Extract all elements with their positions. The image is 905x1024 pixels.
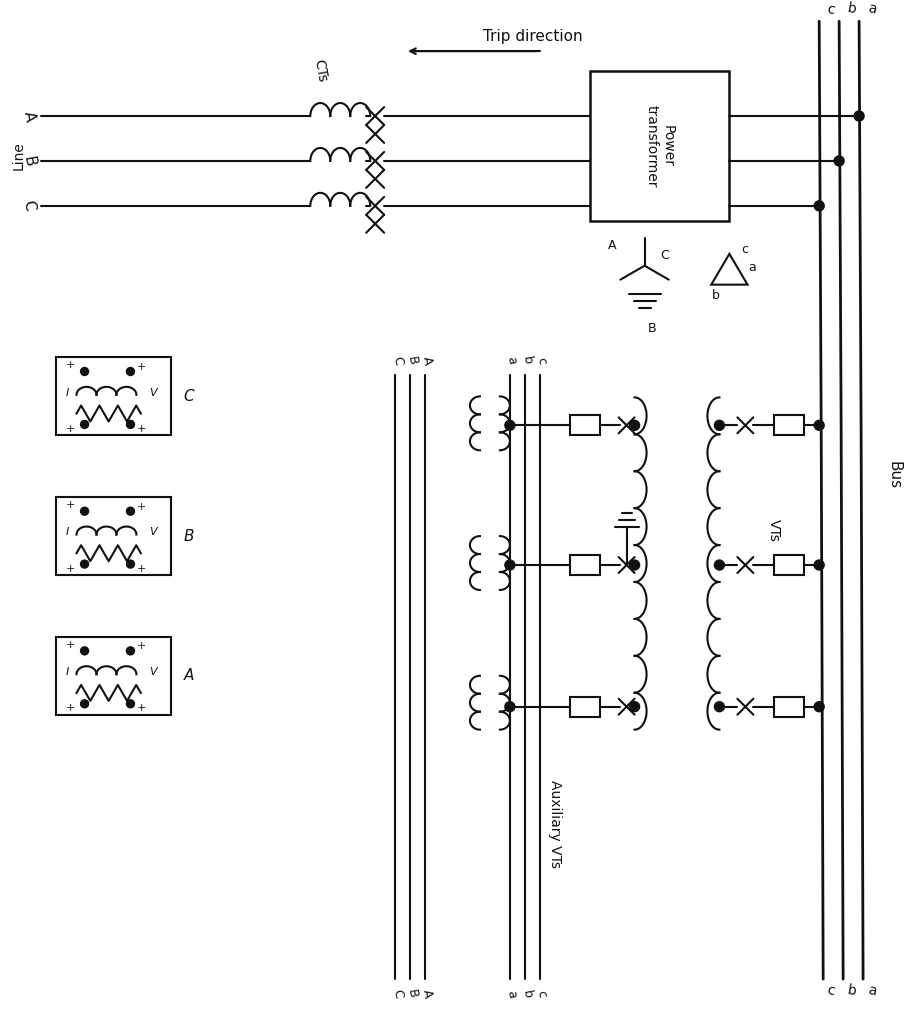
Circle shape xyxy=(81,368,89,376)
Circle shape xyxy=(834,156,844,166)
Text: A: A xyxy=(21,110,37,123)
Text: C: C xyxy=(184,389,194,403)
Text: +: + xyxy=(138,641,147,651)
Text: I: I xyxy=(66,387,69,397)
Text: V: V xyxy=(149,387,157,397)
Text: I: I xyxy=(66,667,69,677)
Text: B: B xyxy=(405,355,419,366)
Bar xyxy=(56,498,171,575)
Text: Bus: Bus xyxy=(887,461,901,489)
Bar xyxy=(570,416,600,435)
Circle shape xyxy=(630,560,640,570)
Text: c: c xyxy=(741,244,748,256)
Text: A: A xyxy=(184,669,194,683)
Circle shape xyxy=(854,111,864,121)
Circle shape xyxy=(714,701,724,712)
Bar xyxy=(56,637,171,715)
Text: +: + xyxy=(138,564,147,573)
Text: A: A xyxy=(608,240,617,252)
Circle shape xyxy=(814,201,824,211)
Circle shape xyxy=(81,647,89,655)
Text: b: b xyxy=(846,983,858,998)
Text: C: C xyxy=(660,249,669,262)
Bar xyxy=(570,696,600,717)
Text: B: B xyxy=(184,528,194,544)
Text: Auxiliary VTs: Auxiliary VTs xyxy=(548,780,562,868)
Text: +: + xyxy=(66,424,75,434)
Text: b: b xyxy=(846,2,858,17)
Text: B: B xyxy=(21,155,37,167)
Text: A: A xyxy=(420,989,434,999)
Text: A: A xyxy=(420,355,434,366)
Circle shape xyxy=(127,421,135,428)
Circle shape xyxy=(814,420,824,430)
Text: a: a xyxy=(867,983,878,998)
Bar xyxy=(570,555,600,575)
Bar xyxy=(56,357,171,435)
Text: c: c xyxy=(535,989,548,998)
Text: b: b xyxy=(711,290,719,302)
Text: +: + xyxy=(138,424,147,434)
Text: VTs: VTs xyxy=(767,519,781,542)
Text: C: C xyxy=(390,355,405,366)
Text: B: B xyxy=(405,989,419,999)
Text: +: + xyxy=(138,361,147,372)
Text: +: + xyxy=(66,564,75,573)
Circle shape xyxy=(505,420,515,430)
Text: Line: Line xyxy=(12,141,26,170)
Circle shape xyxy=(127,560,135,568)
Text: +: + xyxy=(138,502,147,512)
Circle shape xyxy=(714,560,724,570)
Text: +: + xyxy=(66,500,75,510)
Text: c: c xyxy=(535,356,548,365)
Text: Power
transformer: Power transformer xyxy=(644,104,674,187)
Circle shape xyxy=(814,701,824,712)
Text: V: V xyxy=(149,527,157,538)
Text: B: B xyxy=(648,322,657,335)
Bar xyxy=(590,71,729,221)
Circle shape xyxy=(505,560,515,570)
Circle shape xyxy=(81,507,89,515)
Text: C: C xyxy=(21,200,37,212)
Text: a: a xyxy=(867,2,878,17)
Circle shape xyxy=(127,368,135,376)
Bar xyxy=(775,416,805,435)
Text: a: a xyxy=(748,261,756,274)
Text: +: + xyxy=(66,640,75,649)
Text: b: b xyxy=(519,355,534,366)
Text: c: c xyxy=(826,983,836,998)
Text: a: a xyxy=(505,355,519,366)
Text: Trip direction: Trip direction xyxy=(482,29,582,44)
Circle shape xyxy=(505,701,515,712)
Circle shape xyxy=(714,420,724,430)
Circle shape xyxy=(81,560,89,568)
Text: +: + xyxy=(66,703,75,714)
Circle shape xyxy=(630,420,640,430)
Circle shape xyxy=(127,647,135,655)
Text: C: C xyxy=(390,988,405,999)
Text: V: V xyxy=(149,667,157,677)
Text: CTs: CTs xyxy=(311,58,329,84)
Text: I: I xyxy=(66,527,69,538)
Bar xyxy=(775,696,805,717)
Text: c: c xyxy=(826,2,836,16)
Circle shape xyxy=(81,699,89,708)
Text: b: b xyxy=(519,989,534,999)
Circle shape xyxy=(127,699,135,708)
Circle shape xyxy=(630,701,640,712)
Text: +: + xyxy=(66,360,75,371)
Circle shape xyxy=(814,560,824,570)
Bar xyxy=(775,555,805,575)
Circle shape xyxy=(81,421,89,428)
Text: +: + xyxy=(138,703,147,714)
Text: a: a xyxy=(505,989,519,999)
Circle shape xyxy=(127,507,135,515)
